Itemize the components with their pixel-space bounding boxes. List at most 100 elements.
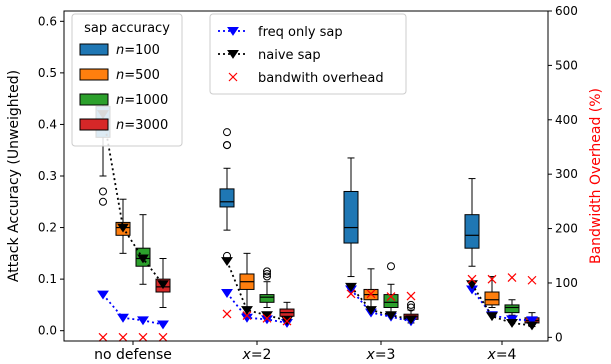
cross-stroke [527,275,537,285]
triangle-marker [526,321,538,331]
outlier-point [387,262,395,271]
legend-marker [228,72,238,82]
cross-stroke [138,332,148,342]
box-body [219,188,235,208]
y-tick-label-left: 0.6 [38,14,57,28]
cross-stroke [366,289,376,299]
triangle-marker [221,289,233,298]
y-tick-label-right: 200 [555,222,578,236]
triangle-marker [97,290,109,300]
cross-stroke [282,316,292,326]
triangle-marker [157,320,169,330]
cross-stroke [228,72,238,82]
y-tick-label-left: 0.0 [38,324,57,338]
cross-stroke [158,332,168,342]
y-tick-label-right: 300 [555,167,578,181]
triangle-marker [526,316,538,326]
overhead-marker [487,274,497,284]
overhead-marker [386,292,396,301]
overhead-marker [406,291,416,301]
cross-stroke [262,313,272,323]
box-body [484,291,500,306]
triangle-marker [385,311,397,321]
y-tick-label-right: 400 [555,113,578,127]
cross-stroke [406,291,416,301]
cross-stroke [98,332,108,342]
overhead-marker [242,311,252,321]
box-body [504,304,520,314]
cross-stroke [222,309,232,319]
box-n100-3 [464,178,480,267]
outlier-point [99,197,107,206]
triangle-marker [405,315,417,325]
outlier-point [263,267,271,276]
box-n1000-3 [504,299,520,316]
box-body [464,214,480,249]
box-n1000-1 [259,267,275,308]
series-line [350,286,412,321]
y-tick-label-right: 0 [555,330,563,344]
legend-frame [209,13,407,95]
overhead-marker [158,332,168,342]
triangle-marker [345,282,357,292]
outlier-point [223,128,231,137]
box-body [343,190,359,244]
series-freq-only-sap [97,285,538,330]
y-axis-label-left: Attack Accuracy (Unweighted) [6,70,22,282]
cross-stroke [242,311,252,321]
outlier-point [263,272,271,281]
series-line [350,288,412,323]
y-axis-label-right: Bandwidth Overhead (%) [588,88,604,264]
legend-swatch [79,118,109,131]
outlier-point [407,303,415,312]
triangle-marker [117,313,129,323]
legend-swatch [79,68,109,81]
box-n100-1 [219,128,235,260]
triangle-marker [241,306,253,315]
legend-entry-label: freq only sap [258,25,343,40]
legend-swatch [79,93,109,106]
overhead-marker [138,332,148,342]
legend-marker [227,27,239,36]
series-line [226,260,288,322]
legend-marker [227,50,239,59]
y-tick-label-right: 600 [555,4,578,18]
box-n500-3 [484,276,500,308]
legend-entry-label: n=1000 [116,93,168,108]
triangle-marker [157,280,169,290]
y-tick-label-left: 0.5 [38,66,57,80]
box-body [383,294,399,308]
legend-title: sap accuracy [84,21,170,36]
y-tick-label-left: 0.3 [38,169,57,183]
y-tick-label-left: 0.2 [38,221,57,235]
overhead-marker [222,309,232,319]
y-tick-label-right: 500 [555,58,578,72]
legend-entry-label: n=3000 [116,118,168,133]
triangle-marker [466,280,478,290]
x-tick-label: x=4 [487,347,517,363]
legend-entry-label: bandwith overhead [258,71,384,86]
y-tick-label-left: 0.1 [38,272,57,286]
triangle-marker [137,254,149,264]
triangle-marker [506,318,518,328]
cross-stroke [507,273,517,282]
legend-lines: freq only sap naive sap bandwith overhead [209,13,407,95]
outlier-point [263,269,271,278]
overhead-marker [346,289,356,299]
cross-stroke [118,332,128,342]
line-series [97,110,538,342]
cross-stroke [467,274,477,284]
overhead-marker [118,332,128,342]
legend-entry-label: n=100 [116,43,160,58]
x-tick-label: no defense [94,347,172,363]
y-tick-label-right: 100 [555,276,578,290]
overhead-marker [98,332,108,342]
triangle-marker [117,223,129,233]
x-tick-label: x=2 [242,347,272,363]
box-n100-2 [343,157,359,278]
legend-entry-label: n=500 [116,68,160,83]
y-tick-label-left: 0.4 [38,117,57,131]
triangle-marker [221,257,233,266]
triangle-marker [365,306,377,315]
